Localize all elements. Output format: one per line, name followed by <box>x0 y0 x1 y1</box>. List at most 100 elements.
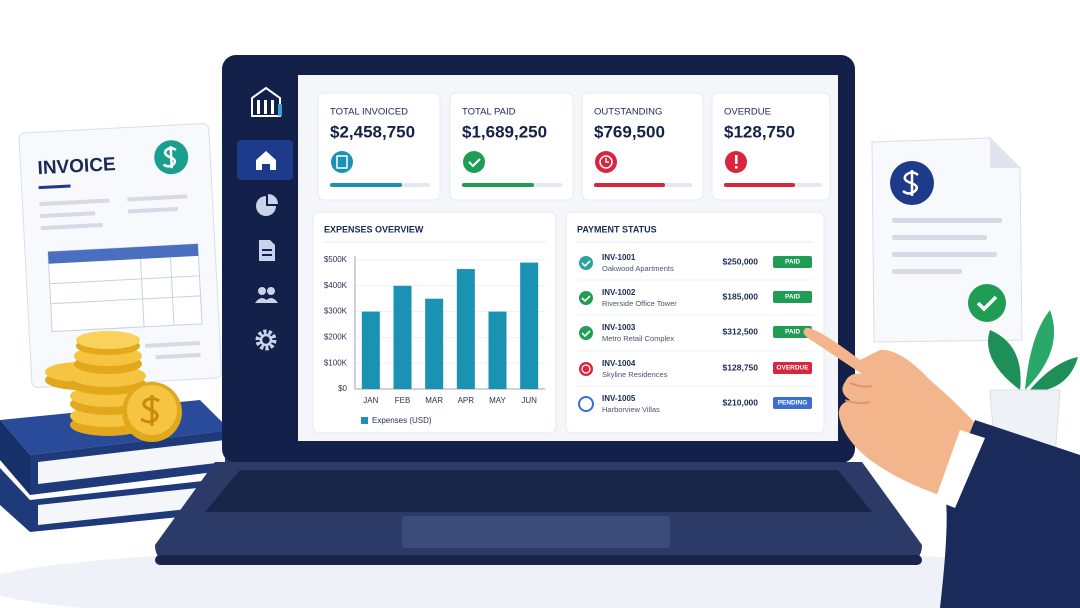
kpi-card-part <box>735 155 738 164</box>
kpi-card-part <box>317 92 441 201</box>
kpi-card-part <box>711 92 831 201</box>
nav-home-part <box>256 151 276 170</box>
client-name: Oakwood Apartments <box>602 264 674 273</box>
invoice-id: INV-1005 <box>602 394 636 403</box>
nav-settings-part <box>255 329 277 351</box>
books-part <box>38 440 225 484</box>
client-name: Riverside Office Tower <box>602 299 677 308</box>
y-tick-label: $500K <box>324 255 348 264</box>
card-value: $1,689,250 <box>462 122 547 141</box>
hand-part <box>940 420 1080 608</box>
coins-part <box>76 331 140 349</box>
kpi-card-part <box>462 183 534 187</box>
invoice-title: INVOICE <box>37 154 116 179</box>
amount: $312,500 <box>723 326 759 336</box>
kpi-card-part <box>468 158 481 168</box>
kpi-card-part <box>336 155 348 169</box>
laptop-part <box>205 470 872 512</box>
nav-clients-part <box>267 287 275 295</box>
payment-row-part <box>773 397 812 409</box>
payment-row-part <box>581 364 591 374</box>
payment-row[interactable]: INV-1005 Harborview Villas $210,000 PEND… <box>578 394 812 414</box>
nav-clients[interactable] <box>255 287 278 303</box>
laptop-part <box>402 516 670 548</box>
plant-part <box>1028 357 1078 392</box>
payment-row-part <box>579 362 593 376</box>
sidebar-logo <box>251 86 282 117</box>
payment-row-part <box>579 291 593 305</box>
nav-clients-part <box>255 298 278 303</box>
nav-clients-part <box>258 287 266 295</box>
invoice-id: INV-1004 <box>602 359 636 368</box>
x-tick-label: MAY <box>489 396 506 405</box>
kpi-card-part <box>449 92 574 201</box>
payment-row[interactable]: INV-1004 Skyline Residences $128,750 OVE… <box>579 359 812 379</box>
invoice-paper-part <box>39 198 110 207</box>
payment-row-part <box>578 396 594 412</box>
sidebar-logo-part <box>264 100 267 114</box>
expenses-panel: EXPENSES OVERVIEW $0 $100K $200K $300K $400K… <box>312 211 557 434</box>
payment-row-part <box>773 256 812 268</box>
hand-part <box>844 382 873 404</box>
kpi-card-part <box>735 166 738 169</box>
y-tick-label: $100K <box>324 358 348 367</box>
nav-reports[interactable] <box>256 194 278 216</box>
client-name: Skyline Residences <box>602 370 668 379</box>
invoice-paper-part <box>155 352 201 360</box>
bar <box>361 311 380 389</box>
invoice-paper-part <box>47 243 199 264</box>
invoice-paper-part <box>40 211 96 219</box>
payment-row-part <box>579 256 593 270</box>
books-part <box>38 485 225 525</box>
invoice-paper-part <box>40 222 103 231</box>
y-tick-label: $400K <box>324 281 348 290</box>
invoice-paper-part <box>169 257 175 326</box>
sidebar-logo-part <box>257 100 260 114</box>
kpi-card: TOTAL INVOICED $2,458,750 <box>317 92 441 201</box>
nav-reports-part <box>256 196 276 216</box>
y-tick-label: $200K <box>324 333 348 342</box>
nav-home[interactable] <box>237 140 293 180</box>
status-badge: PAID <box>785 329 800 336</box>
bar <box>520 262 539 389</box>
status-badge: OVERDUE <box>776 365 809 372</box>
nav-settings[interactable] <box>255 329 277 351</box>
document-card <box>871 137 1023 343</box>
hand-part <box>803 327 990 500</box>
invoice-paper-part <box>139 258 145 327</box>
client-name: Harborview Villas <box>602 405 660 414</box>
card-label: OUTSTANDING <box>594 107 662 118</box>
laptop-part <box>155 555 922 565</box>
payment-row[interactable]: INV-1001 Oakwood Apartments $250,000 PAI… <box>579 253 812 273</box>
payment-row-part <box>773 291 812 303</box>
bar <box>425 298 444 389</box>
payment-row-part <box>581 260 591 268</box>
x-tick-label: APR <box>458 396 475 405</box>
bar <box>456 269 475 389</box>
invoice-id: INV-1003 <box>602 323 636 332</box>
payment-row-part <box>579 326 593 340</box>
x-tick-label: JUN <box>521 396 537 405</box>
plant-part <box>1025 310 1055 390</box>
hand <box>803 327 1080 608</box>
nav-reports-part <box>268 194 278 204</box>
payment-row[interactable]: INV-1002 Riverside Office Tower $185,000… <box>579 288 812 308</box>
bar <box>488 311 507 389</box>
y-tick-label: $300K <box>324 307 348 316</box>
coins <box>45 331 182 442</box>
payment-row-part <box>581 330 591 338</box>
x-tick-label: MAR <box>425 396 443 405</box>
kpi-card-part <box>724 183 795 187</box>
amount: $210,000 <box>723 397 759 407</box>
invoice-paper-part <box>162 146 177 169</box>
card-label: OVERDUE <box>724 107 771 118</box>
card-value: $2,458,750 <box>330 122 415 141</box>
hand-part <box>935 430 985 508</box>
invoice-id: INV-1002 <box>602 288 636 297</box>
kpi-card-part <box>330 183 402 187</box>
kpi-card-part <box>605 158 609 163</box>
payment-row[interactable]: INV-1003 Metro Retail Complex $312,500 P… <box>579 323 812 343</box>
nav-documents[interactable] <box>259 240 275 261</box>
bar <box>393 285 412 389</box>
